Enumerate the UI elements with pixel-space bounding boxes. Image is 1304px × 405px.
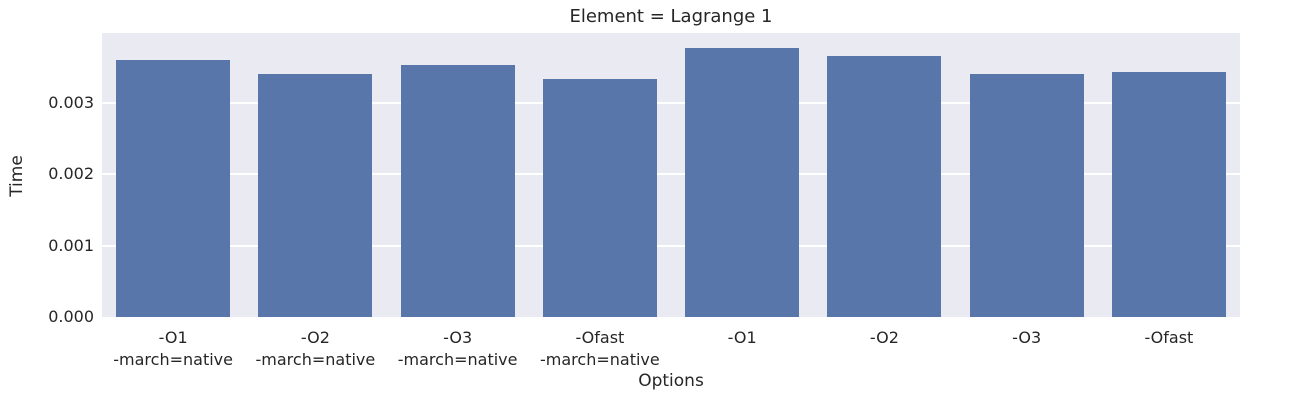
bar xyxy=(969,74,1084,317)
bar xyxy=(542,78,657,317)
bar xyxy=(685,48,800,317)
x-tick-label: -O1 xyxy=(727,328,757,347)
y-tick-label: 0.000 xyxy=(48,307,94,326)
x-tick-label: -O1 -march=native xyxy=(113,328,233,369)
x-tick-label: -O3 xyxy=(1012,328,1042,347)
y-tick-label: 0.002 xyxy=(48,164,94,184)
gridline xyxy=(102,244,1240,247)
bar xyxy=(400,65,515,317)
bar xyxy=(1111,72,1226,317)
x-tick-label: -O2 -march=native xyxy=(255,328,376,369)
y-tick-label: 0.001 xyxy=(48,235,94,255)
x-tick-label: -Ofast xyxy=(1144,328,1194,347)
bar xyxy=(258,73,373,317)
x-axis-label: Options xyxy=(638,371,704,391)
x-tick-label: -O2 xyxy=(869,328,899,347)
plot-area xyxy=(102,33,1240,317)
gridline xyxy=(102,173,1240,176)
x-tick-label: -O3 -march=native xyxy=(397,328,518,369)
x-tick-label: -Ofast -march=native xyxy=(540,328,660,369)
chart-title: Element = Lagrange 1 xyxy=(569,6,773,27)
y-tick-label: 0.003 xyxy=(48,92,94,112)
bar xyxy=(116,60,231,317)
bar xyxy=(827,55,942,317)
gridline xyxy=(102,101,1240,104)
